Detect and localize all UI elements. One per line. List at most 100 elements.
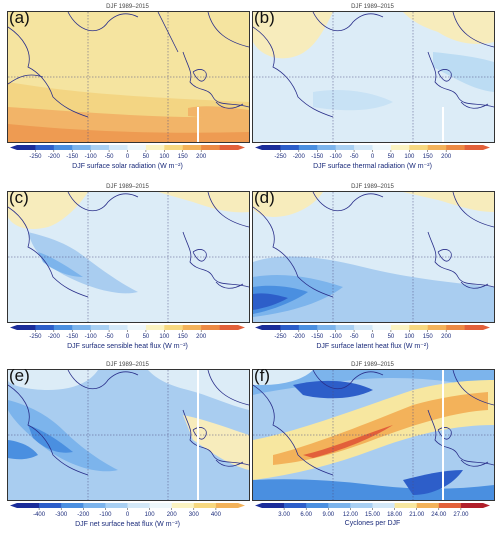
colorbar-tick-label: -150 — [311, 334, 324, 340]
colorbar-tick-label: 100 — [159, 154, 170, 160]
colorbar-swatch — [354, 145, 373, 150]
colorbar-swatch — [145, 145, 165, 150]
colorbar-swatch — [90, 325, 110, 330]
colorbar-swatch — [17, 503, 40, 508]
colorbar-tick-label: 3.00 — [278, 512, 290, 518]
colorbar-swatch — [109, 145, 128, 150]
colorbar-swatch — [17, 145, 36, 150]
colorbar-swatch — [427, 325, 447, 330]
panel-f: DJF 1989–2015 — [250, 362, 495, 540]
colorbar-tick-label: 100 — [159, 334, 170, 340]
colorbar-swatch — [390, 145, 410, 150]
colorbar-tick-label: 150 — [423, 154, 434, 160]
colorbar-tick-label: -100 — [85, 154, 98, 160]
colorbar-swatch — [372, 325, 392, 330]
colorbar-swatch — [201, 325, 220, 330]
colorbar-swatch — [72, 145, 91, 150]
colorbar-tick-label: -50 — [350, 334, 359, 340]
panel-a-map — [7, 11, 250, 143]
colorbar-tick-label: -250 — [274, 334, 287, 340]
colorbar-tick-label: 12.00 — [343, 512, 359, 518]
colorbar-tick-label: -100 — [99, 512, 112, 518]
colorbar-tick-label: 24.00 — [431, 512, 447, 518]
panel-a-subtitle: DJF 1989–2015 — [106, 4, 149, 10]
panel-e-colorbar: -400 -300 -200 -100 0 100 200 300 400 DJF net su… — [5, 502, 250, 542]
colorbar-tick-label: -100 — [330, 334, 343, 340]
colorbar-tick-label: 200 — [441, 334, 452, 340]
colorbar-swatch — [262, 145, 281, 150]
colorbar-tick-label: 0 — [126, 512, 130, 518]
panel-f-colorbar-title: Cyclones per DJF — [344, 520, 401, 527]
colorbar-swatch — [219, 325, 239, 330]
panel-c-map — [7, 191, 250, 323]
colorbar-swatch — [317, 325, 336, 330]
colorbar-swatch — [354, 325, 373, 330]
colorbar-tick-label: -200 — [77, 512, 90, 518]
panel-a: DJF 1989–2015 — [5, 4, 250, 182]
panel-d-map — [252, 191, 495, 323]
colorbar-tick-label: -200 — [48, 334, 61, 340]
colorbar-swatch — [298, 145, 318, 150]
colorbar-swatch — [90, 145, 110, 150]
colorbar-swatch — [427, 145, 447, 150]
colorbar-tick-label: 200 — [196, 154, 207, 160]
panel-d-colorbar: -250 -200 -150 -100 -50 0 50 100 150 200 DJF surf… — [250, 324, 495, 364]
colorbar-right-arrow — [483, 145, 490, 150]
colorbar-tick-label: 0 — [126, 154, 130, 160]
panel-d-colorbar-title: DJF surface latent heat flux (W m⁻²) — [316, 343, 429, 350]
colorbar-swatch — [390, 325, 410, 330]
panel-b-map — [252, 11, 495, 143]
colorbar-swatch — [35, 145, 55, 150]
colorbar-tick-label: 0 — [371, 334, 375, 340]
colorbar-tick-label: 150 — [423, 334, 434, 340]
colorbar-tick-label: -150 — [311, 154, 324, 160]
colorbar-tick-label: 50 — [388, 154, 395, 160]
colorbar-swatch — [328, 503, 351, 508]
panel-a-colorbar-title: DJF surface solar radiation (W m⁻²) — [72, 163, 183, 170]
colorbar-tick-label: 200 — [196, 334, 207, 340]
panel-d-label: (d) — [254, 188, 275, 207]
colorbar-tick-label: 100 — [404, 154, 415, 160]
colorbar-tick-label: 150 — [178, 154, 189, 160]
colorbar-swatch — [127, 145, 147, 150]
colorbar-swatch — [127, 503, 150, 508]
colorbar-swatch — [394, 503, 417, 508]
colorbar-right-arrow — [238, 145, 245, 150]
colorbar-left-arrow — [10, 325, 17, 330]
colorbar-tick-label: -50 — [105, 154, 114, 160]
colorbar-right-arrow — [238, 503, 245, 508]
colorbar-swatch — [438, 503, 462, 508]
panel-b-subtitle: DJF 1989–2015 — [351, 4, 394, 10]
colorbar-swatch — [460, 503, 484, 508]
colorbar-swatch — [193, 503, 217, 508]
colorbar-swatch — [72, 325, 91, 330]
colorbar-right-arrow — [483, 325, 490, 330]
colorbar-swatch — [409, 325, 429, 330]
panel-c-subtitle: DJF 1989–2015 — [106, 184, 149, 190]
panel-b: DJF 1989–2015 (b) -250 -2 — [250, 4, 495, 182]
colorbar-swatch — [127, 325, 147, 330]
colorbar-left-arrow — [10, 145, 17, 150]
colorbar-swatch — [39, 503, 62, 508]
colorbar-tick-label: -300 — [55, 512, 68, 518]
colorbar-swatch — [171, 503, 195, 508]
colorbar-tick-label: -200 — [293, 154, 306, 160]
colorbar-tick-label: -250 — [274, 154, 287, 160]
colorbar-tick-label: 18.00 — [387, 512, 403, 518]
colorbar-swatch — [35, 325, 55, 330]
colorbar-swatch — [464, 325, 484, 330]
colorbar-tick-label: 150 — [178, 334, 189, 340]
panel-f-label: (f) — [254, 366, 271, 385]
colorbar-tick-label: 50 — [143, 154, 150, 160]
colorbar-right-arrow — [238, 325, 245, 330]
colorbar-left-arrow — [10, 503, 17, 508]
panel-d: DJF 1989–2015 (d) — [250, 184, 495, 362]
panel-c-colorbar: -250 -200 -150 -100 -50 0 50 100 150 200 DJF surf… — [5, 324, 250, 364]
panel-e-subtitle: DJF 1989–2015 — [106, 362, 149, 368]
colorbar-tick-label: -150 — [66, 154, 79, 160]
colorbar-swatch — [306, 503, 329, 508]
colorbar-swatch — [446, 145, 465, 150]
colorbar-swatch — [335, 145, 355, 150]
colorbar-swatch — [201, 145, 220, 150]
panel-a-label: (a) — [9, 8, 30, 27]
